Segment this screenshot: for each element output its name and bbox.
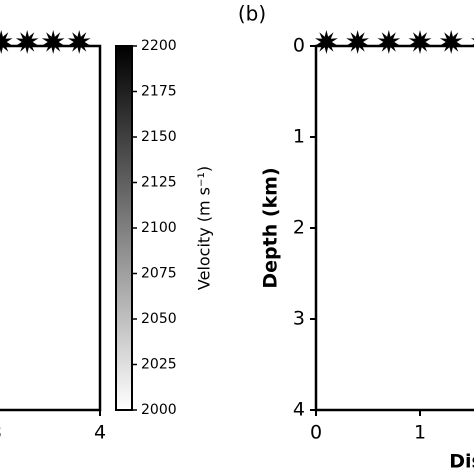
star-marker xyxy=(377,30,401,54)
colorbar-tick-label: 2175 xyxy=(141,84,177,100)
star-marker xyxy=(67,30,91,54)
y-tick-label: 2 xyxy=(293,217,305,239)
star-marker xyxy=(0,30,13,54)
y-tick-label: 4 xyxy=(293,399,305,421)
colorbar-tick-label: 2100 xyxy=(141,220,177,236)
y-axis-label: Depth (km) xyxy=(260,167,282,288)
star-marker xyxy=(439,30,463,54)
colorbar-tick-label: 2200 xyxy=(141,38,177,54)
colorbar-tick-label: 2050 xyxy=(141,311,177,327)
plot-frame xyxy=(0,44,102,412)
star-marker xyxy=(41,30,65,54)
y-tick-label: 1 xyxy=(293,126,305,148)
colorbar-tick-label: 2125 xyxy=(141,175,177,191)
star-marker xyxy=(315,30,338,54)
x-tick-label: 4 xyxy=(94,422,106,444)
colorbar-tick-label: 2000 xyxy=(141,402,177,418)
colorbar-tick-label: 2150 xyxy=(141,129,177,145)
colorbar-tick-label: 2025 xyxy=(141,357,177,373)
y-tick-label: 0 xyxy=(293,35,305,57)
colorbar-tick-label: 2075 xyxy=(141,266,177,282)
x-axis-label: Distance (km) xyxy=(449,451,474,473)
star-marker xyxy=(346,30,369,54)
colorbar-label: Velocity (m s⁻¹) xyxy=(195,166,214,290)
x-tick-label: 0 xyxy=(310,422,322,444)
plot-frame xyxy=(314,44,474,412)
star-marker xyxy=(15,30,39,54)
star-marker xyxy=(408,30,432,54)
y-tick-label: 3 xyxy=(293,308,305,330)
x-tick-label: 1 xyxy=(414,422,426,444)
panel-label: (b) xyxy=(238,2,266,26)
colorbar xyxy=(115,45,133,411)
x-tick-label: 3 xyxy=(0,422,2,444)
